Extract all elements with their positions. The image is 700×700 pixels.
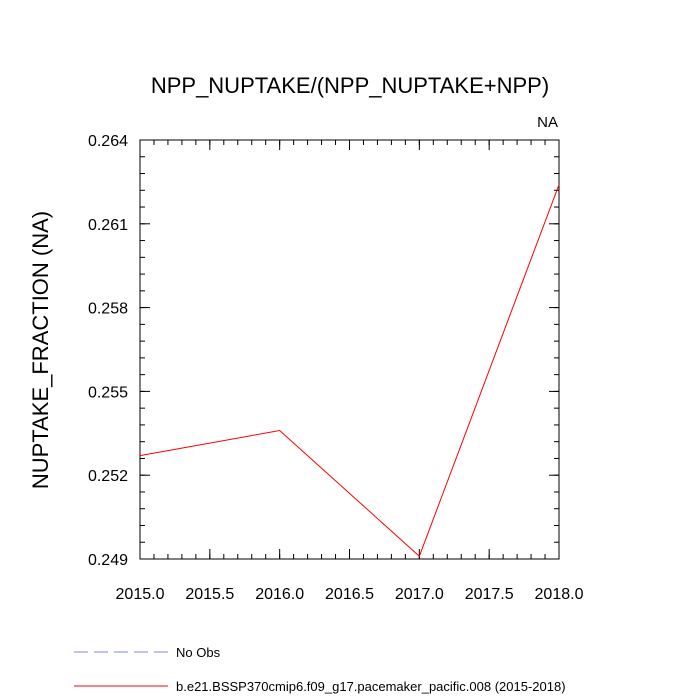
y-tick-labels: 0.249 0.252 0.255 0.258 0.261 0.264 [88,133,128,569]
x-tick-label: 2016.0 [255,586,304,603]
series-line-1 [139,184,560,558]
legend-entry: No Obs [176,645,221,660]
y-tick-label: 0.252 [88,468,128,485]
corner-label: NA [537,114,558,131]
legend: No Obs b.e21.BSSP370cmip6.f09_g17.pacemak… [74,645,566,694]
y-tick-label: 0.258 [88,301,128,318]
x-tick-label: 2017.5 [465,586,514,603]
y-tick-label: 0.261 [88,217,128,234]
x-tick-label: 2015.0 [116,586,165,603]
x-tick-labels: 2015.0 2015.5 2016.0 2016.5 2017.0 2017.5 2018… [116,586,584,603]
chart-title: NPP_NUPTAKE/(NPP_NUPTAKE+NPP) [151,73,549,98]
x-tick-label: 2015.5 [185,586,234,603]
series-lines [139,184,560,558]
x-tick-label: 2017.0 [395,586,444,603]
y-tick-label: 0.255 [88,384,128,401]
plot-frame [139,139,560,560]
y-axis-label: NUPTAKE_FRACTION (NA) [28,211,53,489]
legend-entry: b.e21.BSSP370cmip6.f09_g17.pacemaker_pac… [176,679,566,694]
x-tick-label: 2018.0 [535,586,584,603]
axis-ticks [139,139,560,560]
y-tick-label: 0.264 [88,133,128,150]
y-tick-label: 0.249 [88,552,128,569]
x-tick-label: 2016.5 [325,586,374,603]
